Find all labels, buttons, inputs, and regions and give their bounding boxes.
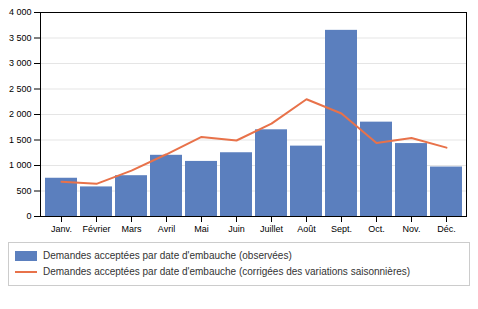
svg-text:4 000: 4 000 (9, 7, 32, 17)
svg-text:Nov.: Nov. (403, 224, 421, 234)
svg-text:Sept.: Sept. (331, 224, 352, 234)
svg-text:Oct.: Oct. (368, 224, 385, 234)
svg-text:0: 0 (26, 211, 31, 221)
svg-text:Mars: Mars (122, 224, 142, 234)
svg-text:2 500: 2 500 (9, 84, 32, 94)
svg-text:Mai: Mai (194, 224, 209, 234)
svg-text:Août: Août (297, 224, 316, 234)
svg-text:3 000: 3 000 (9, 58, 32, 68)
html-text:Demandes acceptées par date d': Demandes acceptées par date d'embauche (… (43, 266, 411, 277)
svg-text:Juillet: Juillet (260, 224, 284, 234)
svg-text:Février: Février (82, 224, 110, 234)
svg-text:500: 500 (16, 186, 31, 196)
svg-text:Avril: Avril (158, 224, 175, 234)
html-text:Demandes acceptées par date d': Demandes acceptées par date d'embauche (… (43, 250, 292, 261)
svg-text:2 000: 2 000 (9, 109, 32, 119)
svg-text:1 000: 1 000 (9, 160, 32, 170)
svg-text:3 500: 3 500 (9, 33, 32, 43)
svg-text:Déc.: Déc. (437, 224, 456, 234)
svg-text:Janv.: Janv. (51, 224, 72, 234)
svg-text:Juin: Juin (228, 224, 245, 234)
svg-text:1 500: 1 500 (9, 135, 32, 145)
